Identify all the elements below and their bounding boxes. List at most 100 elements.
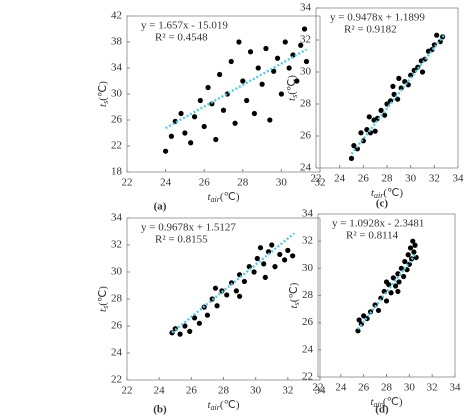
data-point [372, 128, 378, 134]
x-label-unit: (℃) [220, 399, 240, 411]
data-point [259, 81, 265, 87]
r-squared: R² = 0.8114 [346, 230, 399, 242]
panel: 22 24 26 28 30 3218222630343842tair(℃)ts(℃)y … [97, 10, 326, 213]
y-label-sub: s [290, 95, 299, 98]
data-point [401, 273, 407, 280]
data-point [419, 69, 426, 75]
x-tick-label: 26 [358, 173, 370, 185]
panel-label: (d) [375, 404, 389, 416]
data-point [240, 78, 246, 84]
y-tick-label: 30 [300, 66, 312, 78]
r-squared: R² = 0.8155 [155, 234, 208, 246]
data-point [209, 101, 215, 107]
data-point [383, 279, 390, 285]
panel-label: (a) [154, 201, 167, 213]
data-point [188, 140, 194, 146]
y-axis-label: ts(℃) [288, 282, 301, 308]
x-label-sub: air [211, 195, 221, 204]
data-point [274, 55, 281, 61]
data-point [241, 278, 248, 285]
y-tick-label: 42 [111, 10, 122, 22]
x-axis-label: tair(℃) [370, 396, 402, 409]
x-label-main: t [207, 399, 211, 411]
data-point [205, 84, 211, 91]
x-tick-label: 26 [186, 385, 198, 397]
data-point [214, 303, 220, 309]
y-tick-label: 32 [111, 239, 122, 251]
x-tick-label: 32 [315, 177, 326, 189]
y-label-unit: (℃) [97, 286, 109, 306]
data-point [290, 253, 296, 259]
data-point [298, 42, 304, 48]
data-point [255, 65, 261, 71]
x-tick-label: 34 [453, 173, 465, 185]
data-point [375, 307, 382, 314]
data-point [402, 258, 408, 265]
x-tick-label: 24 [154, 385, 166, 397]
y-tick-label: 26 [111, 320, 123, 332]
y-label-main: t [286, 97, 298, 101]
x-label-unit: (℃) [383, 187, 403, 199]
data-point [212, 285, 219, 291]
y-tick-label: 26 [111, 114, 123, 126]
data-point [177, 331, 183, 337]
data-point [390, 275, 396, 281]
y-tick-label: 30 [111, 266, 123, 278]
y-label-unit: (℃) [97, 81, 109, 101]
data-point [197, 97, 203, 104]
data-point [277, 251, 283, 258]
panel-label: (c) [376, 198, 389, 210]
data-point [271, 68, 277, 74]
x-tick-label: 34 [315, 385, 327, 397]
data-point [257, 245, 264, 251]
data-point [408, 72, 414, 78]
trendline [350, 34, 445, 155]
x-tick-label: 24 [335, 382, 347, 394]
y-tick-label: 22 [111, 374, 122, 386]
x-tick-label: 34 [450, 382, 462, 394]
data-point [217, 71, 223, 78]
data-point [169, 330, 175, 336]
x-tick-label: 30 [276, 177, 288, 189]
data-point [233, 288, 239, 294]
data-point [354, 146, 361, 152]
data-point [412, 242, 418, 248]
y-tick-label: 26 [302, 316, 314, 328]
y-tick-label: 24 [111, 347, 123, 359]
data-point [294, 78, 300, 84]
y-axis-label: ts(℃) [97, 81, 110, 107]
x-axis-label: tair(℃) [371, 187, 403, 200]
x-label-sub: air [374, 400, 384, 409]
data-point [282, 39, 288, 45]
data-point [396, 75, 402, 81]
r-squared: R² = 0.4548 [155, 32, 208, 44]
r-squared: R² = 0.9182 [344, 24, 397, 36]
data-point [395, 96, 401, 102]
data-point [220, 107, 227, 113]
data-point [178, 110, 184, 117]
x-tick-label: 30 [404, 382, 416, 394]
panel: 22 24 26 28 30 32 3422242628303234tair(℃)ts(℃)… [288, 208, 461, 416]
data-point [378, 107, 384, 113]
data-point [191, 315, 198, 321]
trendline [165, 48, 308, 130]
data-point [187, 328, 193, 334]
y-tick-label: 38 [111, 36, 123, 48]
y-label-sub: s [101, 306, 110, 309]
panel: 22 24 26 28 30 32 3422242628303234tair(℃)ts(℃)… [97, 212, 326, 416]
data-point [348, 155, 355, 161]
x-tick-label: 24 [334, 173, 346, 185]
data-point [236, 39, 242, 45]
y-tick-label: 34 [111, 212, 123, 224]
y-axis-label: ts(℃) [97, 286, 110, 312]
y-label-main: t [288, 304, 300, 308]
equation: y = 1.657x - 15.019 [141, 20, 228, 32]
x-tick-label: 22 [122, 385, 133, 397]
data-point [163, 148, 169, 154]
data-point [236, 293, 243, 299]
data-point [351, 143, 357, 149]
y-label-main: t [97, 103, 109, 107]
data-point [396, 279, 402, 285]
x-label-main: t [207, 191, 211, 203]
